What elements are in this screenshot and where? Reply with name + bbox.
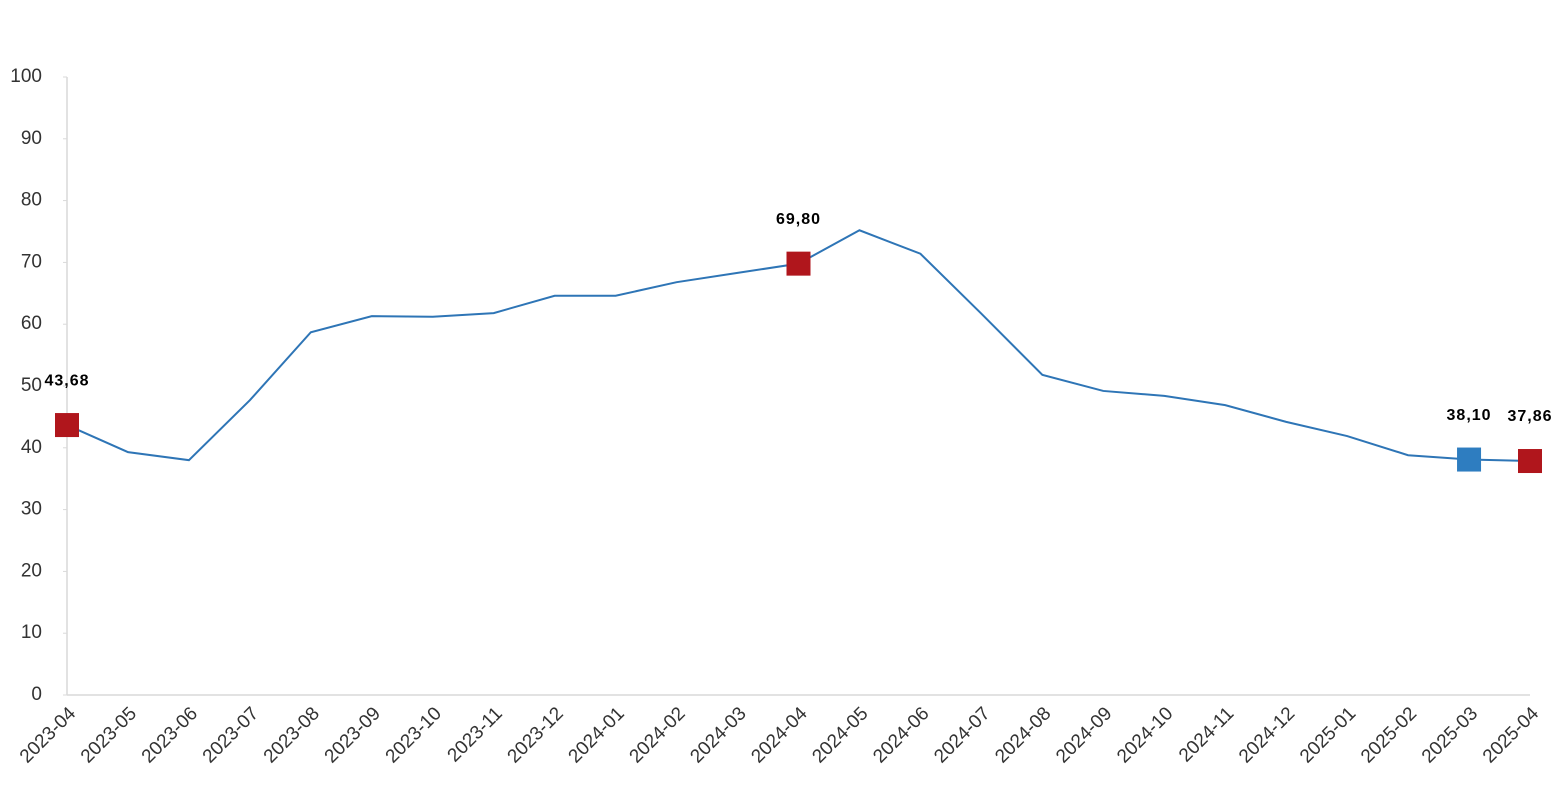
data-label: 43,68 [44, 372, 89, 389]
y-tick-label: 50 [21, 375, 42, 396]
x-tick-label: 2024-04 [747, 703, 811, 767]
marker [786, 251, 811, 276]
y-tick-label: 70 [21, 251, 42, 272]
y-tick-label: 60 [21, 313, 42, 334]
marker [1457, 447, 1482, 472]
y-tick-label: 10 [21, 622, 42, 643]
x-tick-label: 2023-05 [77, 703, 141, 767]
x-tick-label: 2025-04 [1479, 703, 1543, 767]
y-tick-label: 30 [21, 499, 42, 520]
x-tick-label: 2023-11 [444, 703, 507, 766]
x-tick-label: 2024-11 [1175, 703, 1238, 766]
marker [1518, 449, 1542, 474]
x-tick-label: 2024-03 [686, 703, 750, 767]
x-tick-label: 2024-02 [626, 703, 690, 767]
x-tick-label: 2025-01 [1296, 703, 1360, 767]
data-label: 69,80 [776, 211, 821, 228]
y-tick-label: 40 [21, 437, 42, 458]
marker [55, 413, 79, 438]
x-tick-label: 2024-10 [1113, 703, 1177, 767]
y-tick-label: 20 [21, 560, 42, 581]
x-tick-label: 2024-01 [565, 703, 629, 767]
x-tick-label: 2025-02 [1357, 703, 1421, 767]
x-tick-label: 2023-04 [16, 703, 80, 767]
y-tick-label: 0 [31, 684, 42, 705]
x-tick-label: 2024-07 [930, 703, 994, 767]
x-tick-label: 2023-07 [199, 703, 263, 767]
x-tick-label: 2024-08 [991, 703, 1055, 767]
x-tick-label: 2023-06 [138, 703, 202, 767]
x-tick-label: 2025-03 [1418, 703, 1482, 767]
y-tick-label: 100 [10, 66, 42, 87]
x-tick-label: 2024-09 [1052, 703, 1116, 767]
x-tick-label: 2024-06 [869, 703, 933, 767]
y-tick-label: 80 [21, 190, 42, 211]
x-tick-label: 2024-05 [808, 703, 872, 767]
x-tick-label: 2024-12 [1235, 703, 1299, 767]
y-tick-label: 90 [21, 128, 42, 149]
x-tick-label: 2023-10 [382, 703, 446, 767]
x-tick-label: 2023-08 [260, 703, 324, 767]
x-tick-label: 2023-12 [504, 703, 568, 767]
data-label: 37,86 [1507, 408, 1552, 425]
data-label: 38,10 [1447, 407, 1492, 424]
x-tick-label: 2023-09 [321, 703, 385, 767]
